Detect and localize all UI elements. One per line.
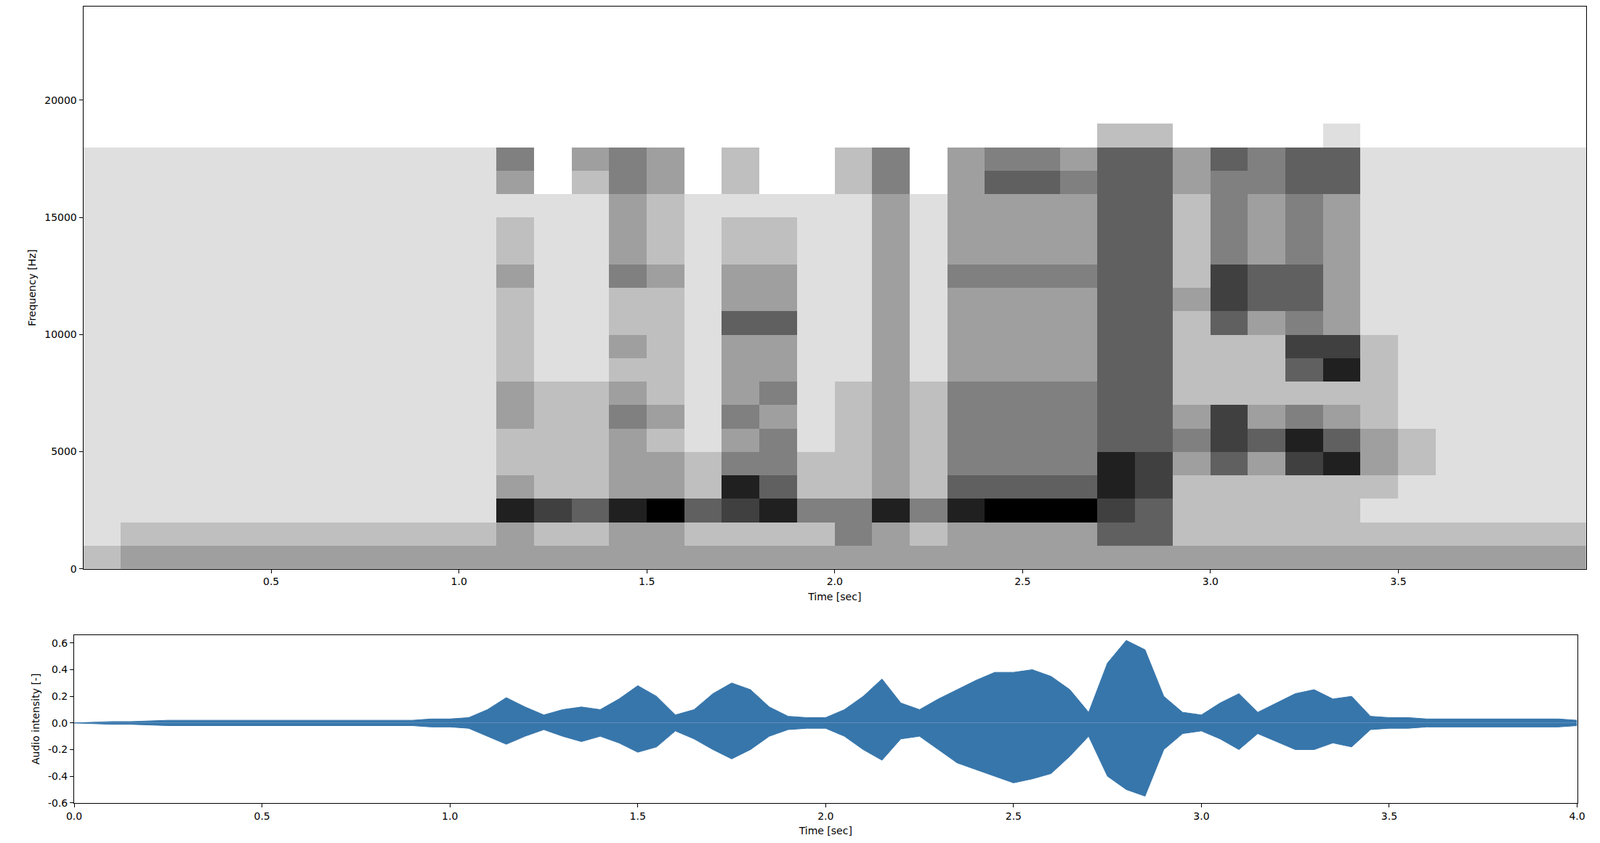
- svg-text:3.0: 3.0: [1202, 575, 1219, 588]
- svg-text:15000: 15000: [44, 211, 78, 224]
- svg-text:0.6: 0.6: [51, 637, 68, 649]
- svg-text:2.5: 2.5: [1005, 810, 1022, 822]
- svg-text:20000: 20000: [44, 94, 78, 107]
- svg-text:-0.6: -0.6: [47, 797, 68, 809]
- svg-text:5000: 5000: [50, 445, 78, 458]
- svg-text:1.5: 1.5: [629, 810, 646, 822]
- svg-text:0.5: 0.5: [254, 810, 271, 822]
- svg-text:-0.2: -0.2: [47, 743, 68, 755]
- svg-text:2.0: 2.0: [826, 575, 843, 588]
- svg-text:Time [sec]: Time [sec]: [798, 824, 853, 837]
- svg-text:Audio intensity [-]: Audio intensity [-]: [29, 673, 42, 765]
- svg-text:-0.4: -0.4: [47, 770, 68, 782]
- svg-text:10000: 10000: [44, 328, 78, 341]
- svg-text:3.0: 3.0: [1193, 810, 1210, 822]
- svg-text:0.0: 0.0: [51, 717, 68, 729]
- svg-text:1.0: 1.0: [451, 575, 468, 588]
- svg-text:1.5: 1.5: [638, 575, 655, 588]
- svg-text:3.5: 3.5: [1390, 575, 1406, 588]
- svg-text:0.2: 0.2: [51, 690, 68, 702]
- svg-text:Time [sec]: Time [sec]: [807, 590, 862, 603]
- svg-text:0.5: 0.5: [263, 575, 280, 588]
- svg-text:4.0: 4.0: [1568, 810, 1585, 822]
- svg-text:3.5: 3.5: [1381, 810, 1398, 822]
- svg-text:Frequency [Hz]: Frequency [Hz]: [26, 249, 38, 327]
- svg-text:0.0: 0.0: [66, 810, 83, 822]
- svg-text:1.0: 1.0: [441, 810, 458, 822]
- svg-text:2.5: 2.5: [1014, 575, 1031, 588]
- svg-text:2.0: 2.0: [817, 810, 834, 822]
- svg-text:0.4: 0.4: [51, 663, 68, 676]
- svg-text:0: 0: [70, 563, 78, 575]
